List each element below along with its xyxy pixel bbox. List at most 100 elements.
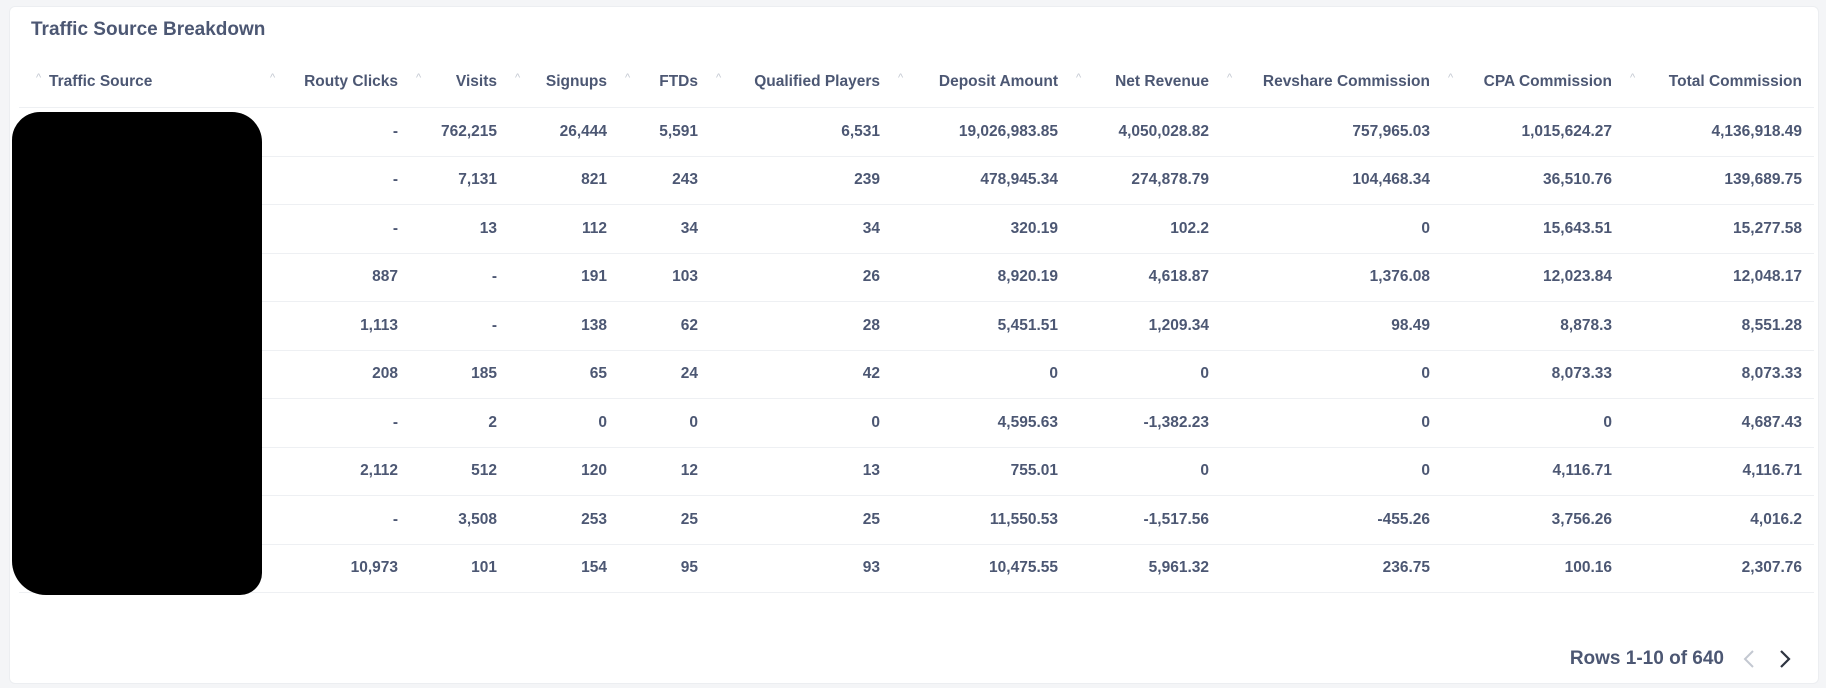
column-header[interactable]: ^ Routy Clicks <box>264 57 410 108</box>
table-cell: 8,551.28 <box>1624 301 1814 351</box>
table-cell: 25 <box>619 495 710 545</box>
table-body: -762,215 26,444 5,591 6,531 19,026,983.85 4,0… <box>19 107 1814 593</box>
table-cell: 512 <box>410 447 509 496</box>
table-cell: 36,510.76 <box>1442 156 1624 205</box>
table-cell: 25 <box>710 495 892 545</box>
traffic-source-card: Traffic Source Breakdown ^ Traffic Source… <box>9 6 1819 684</box>
column-header[interactable]: ^ Revshare Commission <box>1221 57 1442 108</box>
table-cell: - <box>264 495 410 545</box>
table-row[interactable]: 10,973 101 154 95 93 10,475.55 5,961.32 236.75 1… <box>19 544 1814 593</box>
column-header[interactable]: ^ CPA Commission <box>1442 57 1624 108</box>
table-cell: 4,136,918.49 <box>1624 107 1814 157</box>
column-header-label: Qualified Players <box>754 73 880 90</box>
table-cell: - <box>264 398 410 448</box>
table-cell: 4,116.71 <box>1624 447 1814 496</box>
column-header-label: Visits <box>455 73 497 90</box>
column-header-label: CPA Commission <box>1483 73 1612 90</box>
table-cell: 243 <box>619 156 710 205</box>
table-cell: 62 <box>619 301 710 351</box>
column-header[interactable]: ^ Traffic Source <box>19 57 264 108</box>
table-cell: 757,965.03 <box>1221 107 1442 157</box>
table-cell: 15,643.51 <box>1442 204 1624 254</box>
table-row[interactable]: -762,215 26,444 5,591 6,531 19,026,983.85 4,0… <box>19 107 1814 157</box>
sort-arrow-icon: ^ <box>1227 72 1233 84</box>
table-header: ^ Traffic Source ^ Routy Clicks ^ Visits ^ Sign… <box>19 57 1814 108</box>
table-cell: 95 <box>619 544 710 593</box>
table-row[interactable]: -2 0 0 0 4,595.63 -1,382.23 0 0 4,687.43 <box>19 398 1814 448</box>
redaction-mark <box>12 112 262 595</box>
table-cell: 1,209.34 <box>1070 301 1221 351</box>
table-cell: - <box>264 107 410 157</box>
chevron-right-icon <box>1780 650 1791 668</box>
column-header[interactable]: ^ Net Revenue <box>1070 57 1221 108</box>
table-cell: - <box>410 301 509 351</box>
table-row[interactable]: 208 185 65 24 42 0 0 0 8,073.33 8,073.33 <box>19 350 1814 399</box>
table-cell: 15,277.58 <box>1624 204 1814 254</box>
column-header[interactable]: ^ Qualified Players <box>710 57 892 108</box>
rows-count-label: Rows 1-10 of 640 <box>1569 648 1724 669</box>
table-cell: -1,382.23 <box>1070 398 1221 448</box>
column-header[interactable]: ^ Visits <box>410 57 509 108</box>
table-cell: 6,531 <box>710 107 892 157</box>
table-cell: 1,113 <box>264 301 410 351</box>
table-cell: 112 <box>509 204 619 254</box>
sort-arrow-icon: ^ <box>625 72 631 84</box>
table-cell: 887 <box>264 253 410 302</box>
table-row[interactable]: -3,508 253 25 25 11,550.53 -1,517.56 -455.26 3,… <box>19 495 1814 545</box>
table-cell: 0 <box>1221 447 1442 496</box>
table-cell: 4,116.71 <box>1442 447 1624 496</box>
table-cell: 1,376.08 <box>1221 253 1442 302</box>
chevron-left-icon <box>1743 650 1754 668</box>
sort-arrow-icon: ^ <box>270 72 276 84</box>
table-cell: 821 <box>509 156 619 205</box>
table-cell: 762,215 <box>410 107 509 157</box>
column-header[interactable]: ^ Total Commission <box>1624 57 1814 108</box>
table-cell: 19,026,983.85 <box>892 107 1070 157</box>
table-cell: 0 <box>509 398 619 448</box>
column-header-label: Revshare Commission <box>1262 73 1430 90</box>
sort-arrow-icon: ^ <box>1076 72 1082 84</box>
previous-page-button[interactable] <box>1738 645 1760 673</box>
column-header-label: Net Revenue <box>1115 73 1209 90</box>
card-title: Traffic Source Breakdown <box>31 19 266 40</box>
table-row[interactable]: 1,113-138 62 28 5,451.51 1,209.34 98.49 8,878.… <box>19 301 1814 351</box>
table-cell: 12,048.17 <box>1624 253 1814 302</box>
column-header[interactable]: ^ Deposit Amount <box>892 57 1070 108</box>
table-row[interactable]: -13 112 34 34 320.19 102.2 0 15,643.51 15,277.58 <box>19 204 1814 254</box>
table-cell: 0 <box>1442 398 1624 448</box>
table-cell: -1,517.56 <box>1070 495 1221 545</box>
pagination: Rows 1-10 of 640 <box>1570 645 1796 673</box>
table-cell: 8,920.19 <box>892 253 1070 302</box>
table-row[interactable]: 887-191 103 26 8,920.19 4,618.87 1,376.08 12,0… <box>19 253 1814 302</box>
table-cell: 0 <box>1221 350 1442 399</box>
table-cell: 26,444 <box>509 107 619 157</box>
table-cell: 3,756.26 <box>1442 495 1624 545</box>
table-cell: 208 <box>264 350 410 399</box>
table-cell: - <box>264 204 410 254</box>
table-cell: 26 <box>710 253 892 302</box>
table-cell: 120 <box>509 447 619 496</box>
table-cell: 3,508 <box>410 495 509 545</box>
table-cell: 154 <box>509 544 619 593</box>
next-page-button[interactable] <box>1774 645 1796 673</box>
table-cell: 0 <box>1221 204 1442 254</box>
table-cell: 0 <box>892 350 1070 399</box>
column-header[interactable]: ^ Signups <box>509 57 619 108</box>
column-header[interactable]: ^ FTDs <box>619 57 710 108</box>
table-row[interactable]: 2,112 512 120 12 13 755.01 0 0 4,116.71 4,116.71 <box>19 447 1814 496</box>
table-cell: 100.16 <box>1442 544 1624 593</box>
table-cell: 320.19 <box>892 204 1070 254</box>
table-cell: 5,591 <box>619 107 710 157</box>
table-cell: 65 <box>509 350 619 399</box>
table-cell: 274,878.79 <box>1070 156 1221 205</box>
sort-arrow-icon: ^ <box>716 72 722 84</box>
table-cell: 478,945.34 <box>892 156 1070 205</box>
sort-arrow-icon: ^ <box>416 72 422 84</box>
table-cell: 2 <box>410 398 509 448</box>
table-cell: 0 <box>1070 447 1221 496</box>
table-cell: 0 <box>1221 398 1442 448</box>
table-row[interactable]: -7,131 821 243 239 478,945.34 274,878.79 104,4… <box>19 156 1814 205</box>
table-cell: -455.26 <box>1221 495 1442 545</box>
table-cell: 4,595.63 <box>892 398 1070 448</box>
table-cell: 239 <box>710 156 892 205</box>
